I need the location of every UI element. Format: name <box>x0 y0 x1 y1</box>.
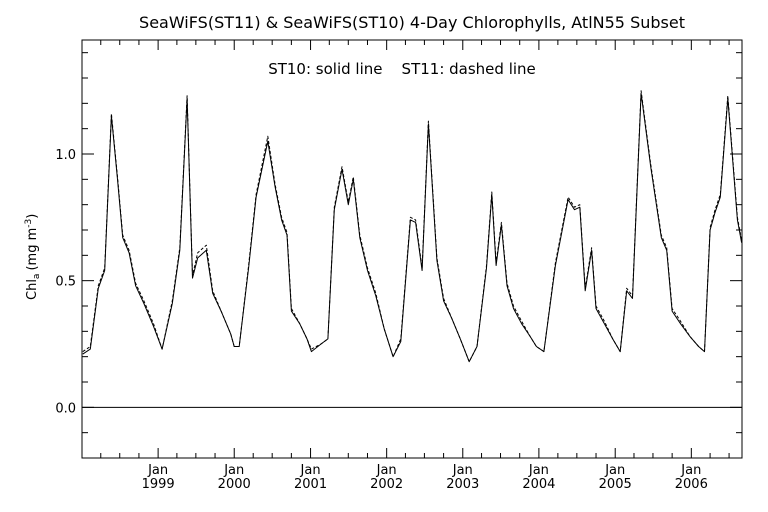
plot-frame <box>81 39 743 459</box>
x-tick-month-label: Jan <box>452 463 473 478</box>
series-line-st11 <box>82 90 743 363</box>
x-tick-month-label: Jan <box>376 463 397 478</box>
x-tick-year-label: 2006 <box>675 477 708 492</box>
x-tick-year-label: 2001 <box>294 477 327 492</box>
y-axis-label: Chla(mg m-3) <box>24 214 42 300</box>
x-tick-month-label: Jan <box>223 463 244 478</box>
x-tick-year-label: 2002 <box>370 477 403 492</box>
series-layer <box>82 90 743 363</box>
tick-labels-layer: 0.00.51.0Jan1999Jan2000Jan2001Jan2002Jan… <box>55 148 708 492</box>
y-tick-label: 0.5 <box>55 275 76 290</box>
x-tick-year-label: 2003 <box>446 477 479 492</box>
series-line-st10 <box>82 92 743 363</box>
axis-ticks-layer <box>82 40 742 459</box>
x-tick-year-label: 2000 <box>218 477 251 492</box>
x-tick-month-label: Jan <box>300 463 321 478</box>
y-tick-label: 1.0 <box>55 148 76 163</box>
x-tick-month-label: Jan <box>604 463 625 478</box>
line-style-annotation: ST10: solid line ST11: dashed line <box>268 60 536 78</box>
x-tick-year-label: 2004 <box>522 477 555 492</box>
x-tick-month-label: Jan <box>680 463 701 478</box>
x-tick-year-label: 1999 <box>142 477 175 492</box>
x-tick-month-label: Jan <box>147 463 168 478</box>
chart-title: SeaWiFS(ST11) & SeaWiFS(ST10) 4-Day Chlo… <box>139 13 685 32</box>
x-tick-month-label: Jan <box>528 463 549 478</box>
y-tick-label: 0.0 <box>55 401 76 416</box>
x-tick-year-label: 2005 <box>599 477 632 492</box>
